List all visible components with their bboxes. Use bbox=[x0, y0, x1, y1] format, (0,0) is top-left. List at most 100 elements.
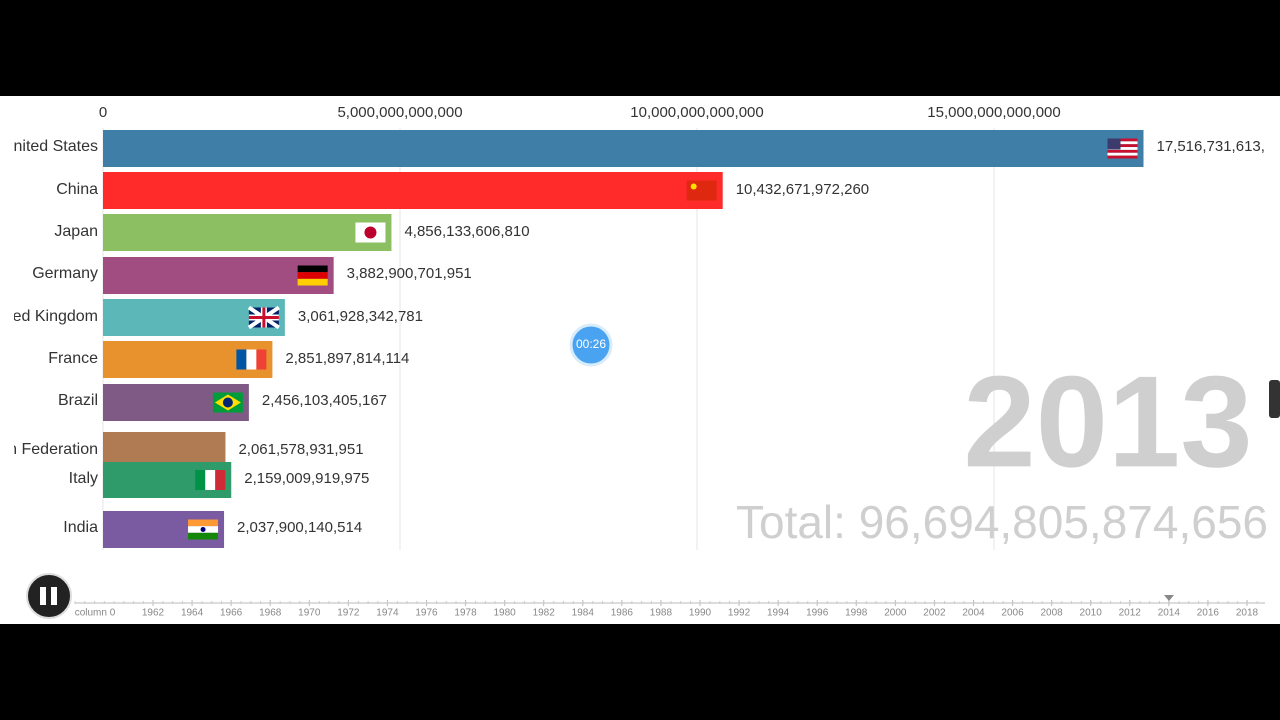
category-label: United Kingdom bbox=[0, 308, 98, 325]
value-label: 2,061,578,931,951 bbox=[238, 441, 363, 458]
timeline-year: 2018 bbox=[1236, 608, 1259, 619]
bar bbox=[103, 432, 226, 467]
category-label: France bbox=[48, 350, 98, 367]
timeline-year: 2004 bbox=[962, 608, 985, 619]
flag-part bbox=[1107, 147, 1138, 150]
flag-part bbox=[236, 349, 247, 370]
grid: 0 5,000,000,000,000 10,000,000,000,000 15,0… bbox=[99, 104, 1061, 550]
timeline-year: 1982 bbox=[533, 608, 556, 619]
category-label: Germany bbox=[32, 265, 98, 282]
timeline-year: 2010 bbox=[1080, 608, 1103, 619]
timeline-year: 2002 bbox=[923, 608, 946, 619]
flag-part bbox=[297, 265, 328, 273]
timeline-year: 1970 bbox=[298, 608, 321, 619]
year-label: 2013 bbox=[963, 348, 1252, 494]
timeline-year: 1996 bbox=[806, 608, 829, 619]
timeline-year: 1962 bbox=[142, 608, 165, 619]
timeline: column 0 1962 1964 1966 1968 1970 1972 1974 1976… bbox=[74, 595, 1265, 619]
timeline-year: 1978 bbox=[454, 608, 477, 619]
timeline-year: 1966 bbox=[220, 608, 243, 619]
timeline-year: 2014 bbox=[1158, 608, 1181, 619]
category-label: China bbox=[56, 181, 98, 198]
flag-part bbox=[205, 470, 216, 490]
timeline-start: column 0 bbox=[75, 608, 116, 619]
timeline-year: 2000 bbox=[884, 608, 907, 619]
flag bbox=[195, 470, 226, 490]
flag bbox=[188, 519, 219, 540]
pause-button[interactable] bbox=[26, 573, 72, 619]
timer: 00:26 bbox=[576, 337, 606, 351]
timer-badge bbox=[569, 323, 613, 367]
value-label: 2,456,103,405,167 bbox=[262, 392, 387, 409]
flag bbox=[212, 392, 243, 413]
timeline-year: 2012 bbox=[1119, 608, 1142, 619]
flag-part bbox=[1107, 138, 1138, 142]
flag-part bbox=[1107, 138, 1121, 150]
flag-part bbox=[195, 470, 206, 490]
flag bbox=[1107, 138, 1138, 159]
timeline-year: 1990 bbox=[689, 608, 712, 619]
flag bbox=[686, 180, 717, 201]
flag-part bbox=[1107, 152, 1138, 156]
value-label: 4,856,133,606,810 bbox=[404, 223, 529, 240]
timeline-year: 1986 bbox=[611, 608, 634, 619]
value-label: 10,432,671,972,260 bbox=[736, 181, 869, 198]
bar bbox=[103, 214, 392, 251]
flag-part bbox=[256, 349, 267, 370]
value-label: 2,851,897,814,114 bbox=[285, 350, 409, 367]
flag-part bbox=[1107, 149, 1138, 153]
timeline-year: 1998 bbox=[845, 608, 868, 619]
flag-part bbox=[246, 349, 257, 370]
timeline-year: 1992 bbox=[728, 608, 751, 619]
category-label: Italy bbox=[69, 470, 98, 487]
x-tick-label: 15,000,000,000,000 bbox=[927, 104, 1060, 121]
timeline-year: 1974 bbox=[376, 608, 399, 619]
timeline-year: 1976 bbox=[415, 608, 438, 619]
category-label: Brazil bbox=[58, 392, 98, 409]
timeline-year: 1980 bbox=[494, 608, 517, 619]
timeline-year: 2006 bbox=[1001, 608, 1024, 619]
side-handle[interactable] bbox=[1269, 380, 1280, 418]
flag-part bbox=[297, 278, 328, 286]
bars: 17,516,731,613, 10,432,671,972,260 4,856,1… bbox=[103, 130, 1265, 548]
x-tick-label: 0 bbox=[99, 104, 107, 121]
bar bbox=[103, 172, 723, 209]
bar bbox=[103, 130, 1144, 167]
category-label: Russian Federation bbox=[0, 441, 98, 458]
flag-part bbox=[222, 397, 233, 408]
value-label: 3,061,928,342,781 bbox=[298, 308, 423, 325]
flag-part bbox=[188, 532, 219, 540]
flag bbox=[355, 222, 386, 243]
value-label: 17,516,731,613, bbox=[1156, 138, 1264, 155]
flag-part bbox=[248, 307, 279, 328]
timeline-cursor bbox=[1164, 595, 1174, 601]
flag-part bbox=[215, 470, 226, 490]
timeline-year: 2016 bbox=[1197, 608, 1220, 619]
flag bbox=[247, 305, 280, 330]
value-label: 2,037,900,140,514 bbox=[237, 519, 362, 536]
category-label: Japan bbox=[54, 223, 98, 240]
bar bbox=[103, 257, 334, 294]
flag-part bbox=[188, 519, 219, 527]
flag-part bbox=[690, 183, 697, 190]
value-label: 2,159,009,919,975 bbox=[244, 470, 369, 487]
flag bbox=[297, 265, 328, 286]
timeline-year: 1968 bbox=[259, 608, 282, 619]
timeline-year: 1972 bbox=[337, 608, 360, 619]
flag-part bbox=[1107, 144, 1138, 148]
category-label: India bbox=[63, 519, 98, 536]
flag-part bbox=[1107, 141, 1138, 145]
labels: United States China Japan Germany United Kin… bbox=[0, 138, 98, 536]
flag-part bbox=[200, 527, 206, 532]
timeline-year: 2008 bbox=[1040, 608, 1063, 619]
flag-part bbox=[686, 180, 717, 201]
timeline-year: 1988 bbox=[650, 608, 673, 619]
flag bbox=[236, 349, 267, 370]
timeline-year: 1964 bbox=[181, 608, 204, 619]
timeline-year: 1984 bbox=[572, 608, 595, 619]
value-label: 3,882,900,701,951 bbox=[347, 265, 472, 282]
total-label: Total: 96,694,805,874,656 bbox=[736, 496, 1268, 548]
x-tick-label: 10,000,000,000,000 bbox=[630, 104, 763, 121]
